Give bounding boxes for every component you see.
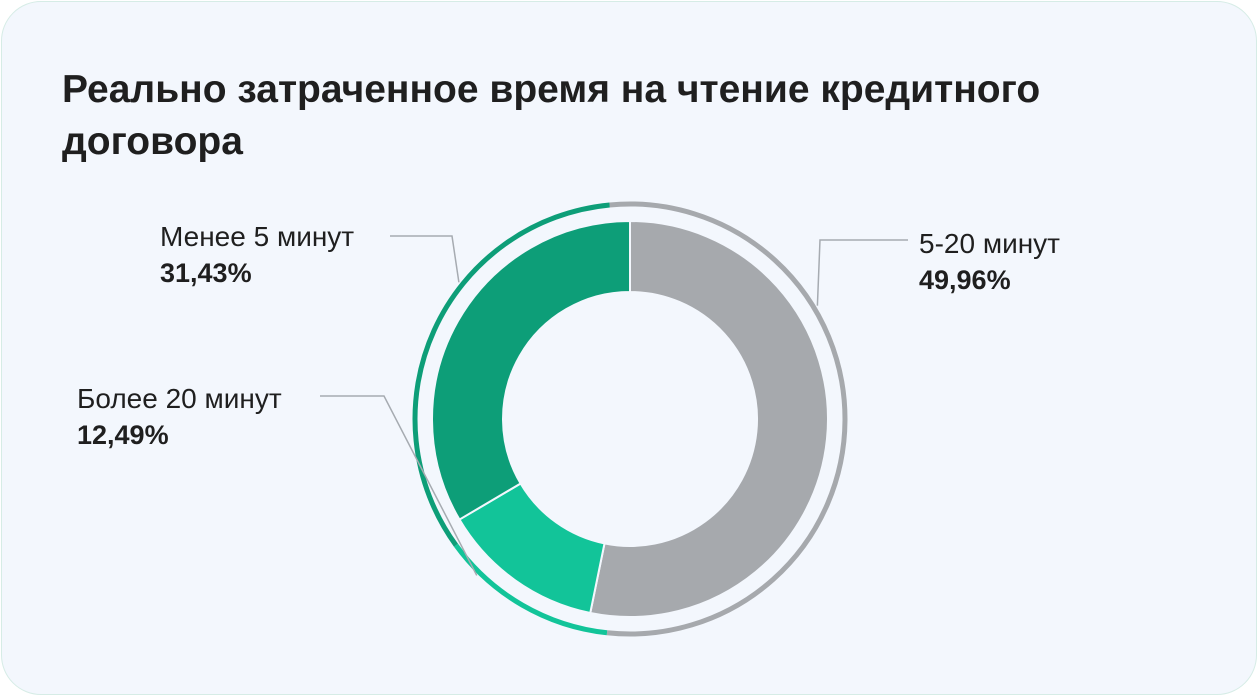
chart-title: Реально затраченное время на чтение кред… (62, 68, 1041, 163)
slice-name: Более 20 минут (77, 383, 282, 414)
leader-line-under-5-min (390, 235, 460, 283)
slice-name: Менее 5 минут (160, 221, 355, 252)
slice-percent: 12,49% (77, 420, 169, 450)
outer-ring-under-5-min (412, 202, 610, 547)
slice-5-20-min (589, 219, 829, 618)
slice-label-over-20-min: Более 20 минут 12,49% (77, 381, 282, 453)
slice-percent: 31,43% (160, 258, 252, 288)
leader-line-5-20-min (816, 239, 908, 306)
slice-name: 5-20 минут (919, 228, 1060, 259)
outer-ring-5-20-min (606, 201, 848, 637)
slice-percent: 49,96% (919, 265, 1011, 295)
slice-label-5-20-min: 5-20 минут 49,96% (919, 226, 1060, 298)
leader-line-over-20-min (320, 395, 478, 576)
slice-label-under-5-min: Менее 5 минут 31,43% (160, 219, 354, 291)
slice-under-5-min (431, 219, 631, 521)
